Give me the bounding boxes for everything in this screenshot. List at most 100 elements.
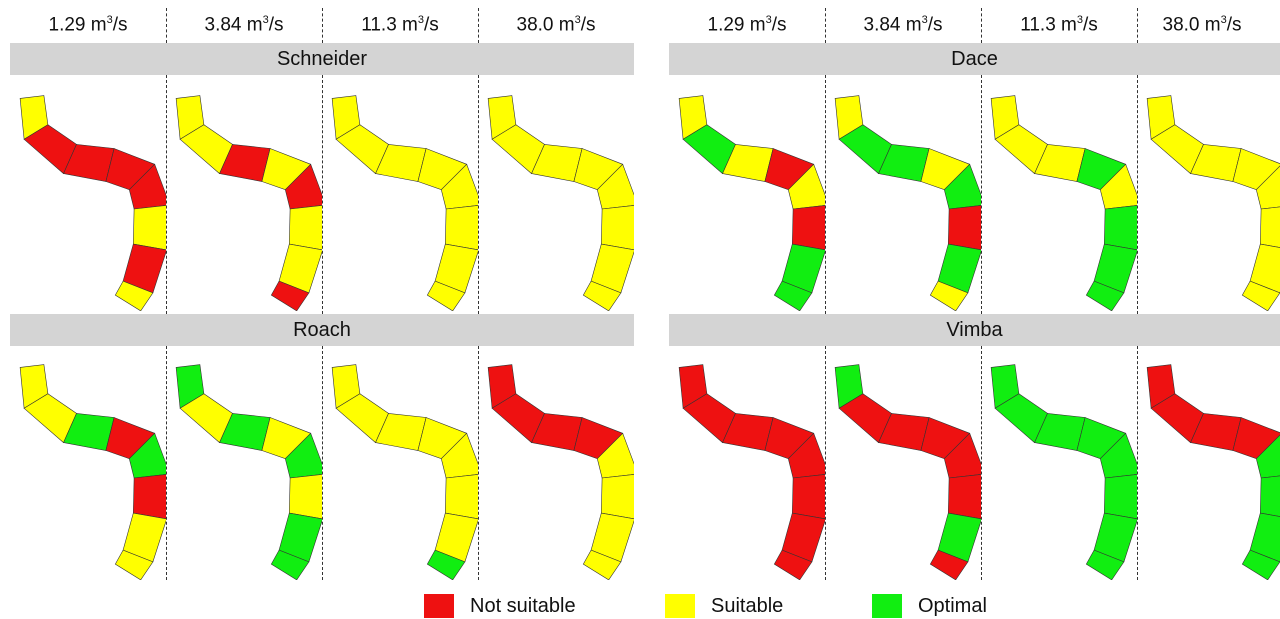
species-bar-schneider: Schneider xyxy=(10,43,634,75)
column-divider xyxy=(478,75,479,314)
column-divider xyxy=(166,75,167,314)
habitat-map-schneider-2 xyxy=(166,87,322,311)
river-zone xyxy=(128,163,166,210)
legend-suitable: Suitable xyxy=(665,593,783,619)
river-zone xyxy=(1259,206,1280,248)
river-zone xyxy=(600,205,634,251)
river-zone xyxy=(791,205,825,251)
habitat-map-dace-3 xyxy=(981,87,1137,311)
river-zone xyxy=(132,474,166,520)
habitat-map-vimba-4 xyxy=(1137,356,1280,580)
habitat-map-schneider-1 xyxy=(10,87,166,311)
river-zone xyxy=(132,205,166,251)
river-zone xyxy=(1099,432,1137,479)
river-zone xyxy=(596,432,634,479)
river-zone xyxy=(114,280,154,311)
river-zone xyxy=(582,280,622,311)
river-zone xyxy=(1241,280,1280,311)
column-divider xyxy=(166,8,167,43)
river-zone xyxy=(773,549,813,580)
flow-header-left-1: 1.29 m3/s xyxy=(48,14,128,36)
habitat-map-dace-4 xyxy=(1137,87,1280,311)
river-zone xyxy=(787,432,825,479)
legend-not-suitable: Not suitable xyxy=(424,593,576,619)
column-divider xyxy=(825,8,826,43)
flow-header-left-3: 11.3 m3/s xyxy=(361,14,439,36)
habitat-map-dace-1 xyxy=(669,87,825,311)
flow-header-right-3: 11.3 m3/s xyxy=(1020,14,1098,36)
river-zone xyxy=(1103,474,1137,520)
species-bar-roach: Roach xyxy=(10,314,634,346)
river-zone xyxy=(284,432,322,479)
river-zone xyxy=(1085,280,1125,311)
column-divider xyxy=(825,346,826,580)
habitat-map-dace-2 xyxy=(825,87,981,311)
river-zone xyxy=(1103,205,1137,251)
river-zone xyxy=(270,549,310,580)
river-zone xyxy=(929,549,969,580)
river-zone xyxy=(288,474,322,520)
habitat-map-roach-1 xyxy=(10,356,166,580)
river-zone xyxy=(444,474,478,520)
flow-header-right-1: 1.29 m3/s xyxy=(707,14,787,36)
flow-header-left-2: 3.84 m3/s xyxy=(204,14,284,36)
legend-label: Optimal xyxy=(918,594,987,617)
river-zone xyxy=(773,280,813,311)
suitable-swatch xyxy=(665,594,695,618)
habitat-map-roach-3 xyxy=(322,356,478,580)
river-zone xyxy=(929,280,969,311)
column-divider xyxy=(1137,346,1138,580)
column-divider xyxy=(166,346,167,580)
river-zone xyxy=(1241,549,1280,580)
legend-optimal: Optimal xyxy=(872,593,987,619)
river-zone xyxy=(426,549,466,580)
river-zone xyxy=(114,549,154,580)
river-zone xyxy=(284,163,322,210)
river-zone xyxy=(1099,163,1137,210)
river-zone xyxy=(128,432,166,479)
river-zone xyxy=(582,549,622,580)
river-zone xyxy=(947,474,981,520)
column-divider xyxy=(1137,75,1138,314)
column-divider xyxy=(825,75,826,314)
column-divider xyxy=(478,346,479,580)
flow-header-left-4: 38.0 m3/s xyxy=(516,14,596,36)
river-zone xyxy=(1232,148,1280,191)
river-zone xyxy=(600,474,634,520)
species-bar-dace: Dace xyxy=(669,43,1280,75)
river-zone xyxy=(791,474,825,520)
river-zone xyxy=(596,163,634,210)
column-divider xyxy=(322,75,323,314)
species-bar-vimba: Vimba xyxy=(669,314,1280,346)
legend-label: Suitable xyxy=(711,594,784,617)
optimal-swatch xyxy=(872,594,902,618)
river-zone xyxy=(270,280,310,311)
river-zone xyxy=(288,205,322,251)
habitat-map-vimba-2 xyxy=(825,356,981,580)
river-zone xyxy=(426,280,466,311)
habitat-map-schneider-4 xyxy=(478,87,634,311)
river-zone xyxy=(943,163,981,210)
habitat-map-vimba-3 xyxy=(981,356,1137,580)
column-divider xyxy=(981,8,982,43)
river-zone xyxy=(947,205,981,251)
column-divider xyxy=(981,75,982,314)
column-divider xyxy=(478,8,479,43)
river-zone xyxy=(1232,417,1280,460)
river-zone xyxy=(1085,549,1125,580)
habitat-map-vimba-1 xyxy=(669,356,825,580)
flow-header-right-2: 3.84 m3/s xyxy=(863,14,943,36)
column-divider xyxy=(981,346,982,580)
flow-header-right-4: 38.0 m3/s xyxy=(1162,14,1242,36)
habitat-map-schneider-3 xyxy=(322,87,478,311)
legend-label: Not suitable xyxy=(470,594,576,617)
river-zone xyxy=(1259,475,1280,517)
column-divider xyxy=(322,8,323,43)
not-suitable-swatch xyxy=(424,594,454,618)
river-zone xyxy=(440,432,478,479)
column-divider xyxy=(322,346,323,580)
river-zone xyxy=(1255,434,1280,479)
column-divider xyxy=(1137,8,1138,43)
habitat-map-roach-4 xyxy=(478,356,634,580)
habitat-map-roach-2 xyxy=(166,356,322,580)
